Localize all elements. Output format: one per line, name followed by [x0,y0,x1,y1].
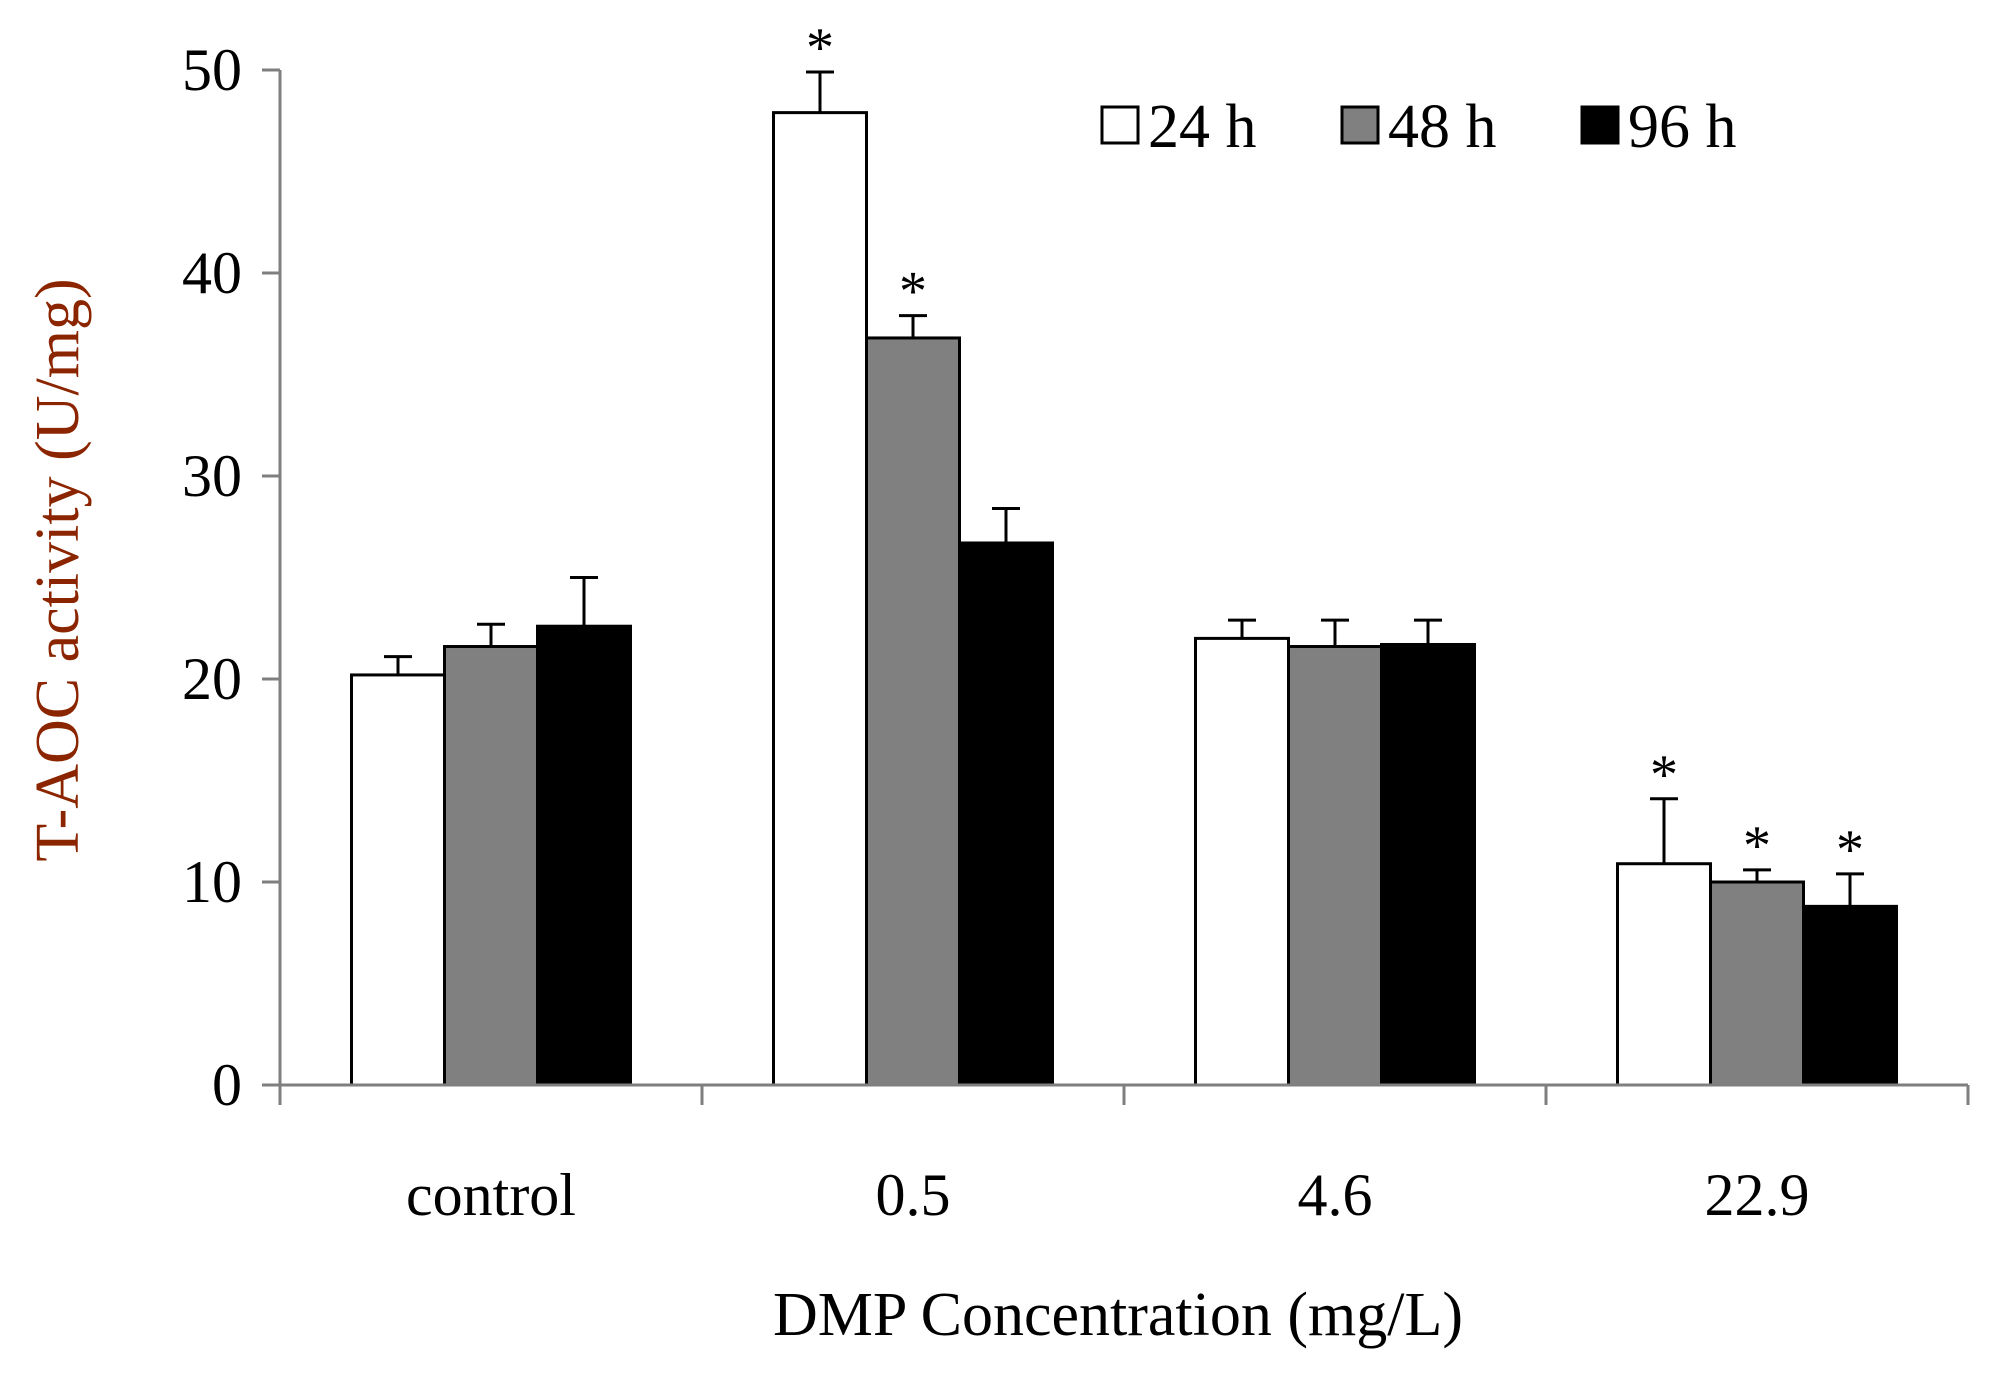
bar-24h-0.5 [772,111,868,1087]
significance-marker: * [899,261,927,323]
x-tick-label: 4.6 [1298,1162,1373,1228]
y-tick-label: 50 [182,37,242,103]
y-tick-label: 0 [212,1052,242,1118]
bar-96h-4.6 [1380,642,1476,1087]
bar-96h-22.9 [1802,904,1898,1087]
significance-marker: * [1836,819,1864,881]
legend-swatch [1340,105,1380,145]
bar-48h-control [443,645,539,1087]
legend-label: 24 h [1148,93,1257,161]
bar-24h-22.9 [1616,862,1712,1087]
bar-24h-4.6 [1194,636,1290,1087]
legend-swatch [1100,105,1140,145]
y-tick-label: 40 [182,240,242,306]
x-tick-label: 22.9 [1705,1162,1810,1228]
y-tick-label: 20 [182,646,242,712]
significance-marker: * [1743,815,1771,877]
significance-marker: * [806,17,834,79]
legend-label: 96 h [1628,93,1737,161]
y-axis-title: T-AOC activity (U/mg) [24,278,92,861]
x-tick-label: 0.5 [876,1162,951,1228]
legend-label: 48 h [1388,93,1497,161]
legend-swatch [1580,105,1620,145]
bar-48h-22.9 [1709,880,1805,1087]
bar-96h-control [536,624,632,1087]
x-tick-label: control [406,1162,576,1228]
bar-96h-0.5 [958,541,1054,1087]
legend: 24 h 48 h 96 h [1100,93,1737,161]
y-tick-label: 30 [182,443,242,509]
y-tick-label: 10 [182,849,242,915]
significance-marker: * [1650,744,1678,806]
axes-layer [262,68,1970,1105]
labels-layer: * * * * * 0 10 20 30 40 50 control 0.5 4.6 22.9 [182,17,1864,1228]
bar-48h-0.5 [865,336,961,1087]
bar-24h-control [350,673,446,1087]
x-axis-title: DMP Concentration (mg/L) [773,1281,1463,1349]
bar-48h-4.6 [1287,645,1383,1087]
bars-layer [350,70,1898,1087]
